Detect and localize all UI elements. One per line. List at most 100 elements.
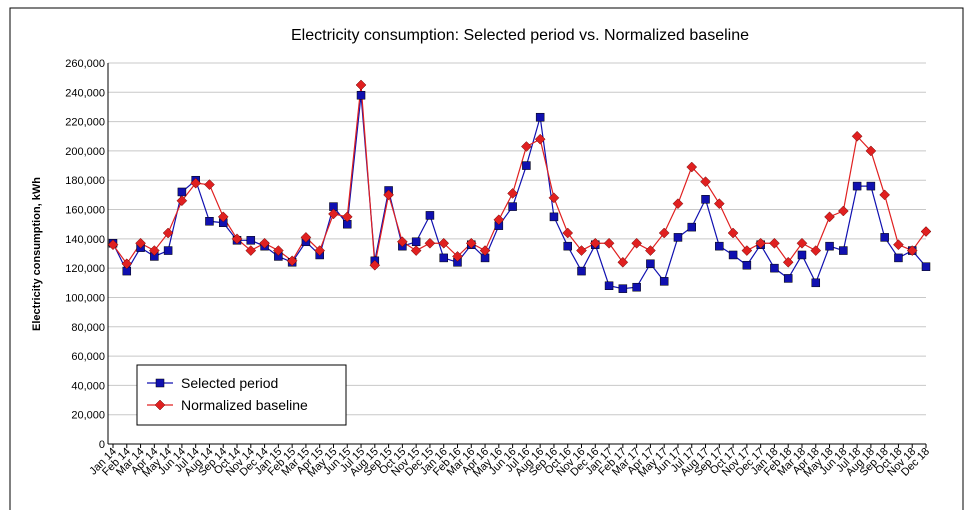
data-point: [245, 245, 257, 256]
data-point: [632, 282, 641, 292]
data-point: [728, 250, 738, 260]
data-point: [865, 145, 877, 157]
data-point: [190, 177, 202, 189]
y-tick-label: 40,000: [71, 380, 105, 392]
data-point: [852, 181, 862, 191]
data-point: [797, 250, 807, 260]
data-point: [673, 233, 683, 242]
data-point: [879, 189, 891, 201]
data-point: [866, 181, 876, 191]
data-point: [769, 237, 780, 249]
data-point: [273, 245, 284, 256]
data-point: [549, 212, 559, 222]
legend-label: Selected period: [181, 375, 278, 391]
data-point: [700, 176, 711, 188]
data-point: [205, 217, 214, 226]
data-point: [672, 198, 684, 210]
data-point: [646, 259, 655, 269]
data-point: [162, 227, 174, 239]
data-point: [921, 262, 931, 271]
data-point: [534, 133, 546, 145]
y-tick-label: 260,000: [65, 58, 105, 70]
data-point: [204, 179, 215, 190]
data-point: [713, 198, 725, 210]
data-point: [411, 237, 421, 247]
data-point: [645, 245, 656, 256]
data-point: [107, 239, 119, 251]
y-tick-label: 220,000: [65, 117, 105, 129]
y-tick-label: 20,000: [71, 410, 105, 422]
data-point: [742, 260, 752, 270]
data-point: [631, 237, 642, 249]
y-tick-label: 60,000: [71, 351, 105, 363]
data-point: [825, 241, 834, 251]
data-point: [741, 245, 753, 256]
data-point: [617, 256, 629, 268]
data-point: [300, 232, 312, 243]
data-point: [410, 245, 422, 256]
data-point: [383, 189, 394, 201]
data-point: [851, 130, 863, 142]
y-tick-label: 180,000: [65, 175, 105, 187]
y-tick-label: 0: [99, 439, 105, 451]
data-point: [397, 236, 408, 248]
legend-box: [136, 364, 347, 426]
data-point: [177, 187, 187, 197]
legend-marker: [154, 399, 166, 411]
legend-label: Normalized baseline: [181, 397, 308, 413]
data-point: [796, 237, 808, 249]
data-point: [439, 253, 448, 263]
data-point: [231, 233, 243, 245]
data-point: [135, 237, 146, 249]
data-point: [369, 259, 381, 271]
data-point: [811, 278, 821, 288]
y-tick-label: 200,000: [65, 146, 105, 158]
data-point: [425, 211, 435, 220]
data-point: [659, 277, 669, 286]
data-point: [686, 161, 698, 173]
data-point: [493, 214, 505, 226]
data-point: [328, 208, 339, 220]
data-point: [701, 195, 710, 204]
data-point: [687, 222, 696, 232]
data-point: [906, 245, 918, 256]
data-point: [770, 263, 779, 273]
data-point: [880, 233, 889, 242]
data-point: [893, 239, 904, 251]
data-point: [618, 284, 628, 293]
y-tick-label: 160,000: [65, 205, 105, 217]
y-tick-label: 100,000: [65, 292, 105, 304]
data-point: [715, 241, 724, 251]
data-point: [604, 281, 614, 290]
data-point: [658, 227, 670, 239]
data-point: [438, 237, 450, 249]
data-point: [259, 237, 270, 249]
data-point: [508, 202, 517, 211]
y-tick-label: 140,000: [65, 234, 105, 246]
data-point: [452, 251, 463, 262]
data-point: [314, 245, 326, 256]
data-point: [894, 253, 903, 263]
data-point: [727, 227, 739, 239]
data-point: [576, 245, 587, 256]
data-point: [824, 211, 835, 223]
data-point: [522, 161, 531, 170]
data-point: [839, 246, 848, 255]
data-point: [521, 141, 532, 152]
chart-title: Electricity consumption: Selected period…: [291, 27, 749, 44]
data-point: [562, 227, 574, 239]
data-point: [589, 237, 601, 249]
legend-marker: [155, 378, 165, 388]
data-point: [148, 245, 160, 256]
y-tick-label: 80,000: [71, 322, 105, 334]
data-point: [577, 266, 586, 276]
y-tick-label: 240,000: [65, 87, 105, 99]
data-point: [535, 112, 545, 122]
data-point: [755, 237, 766, 249]
data-point: [603, 237, 615, 249]
data-point: [920, 226, 932, 237]
data-point: [341, 211, 353, 223]
data-point: [465, 237, 477, 249]
data-point: [246, 236, 256, 245]
